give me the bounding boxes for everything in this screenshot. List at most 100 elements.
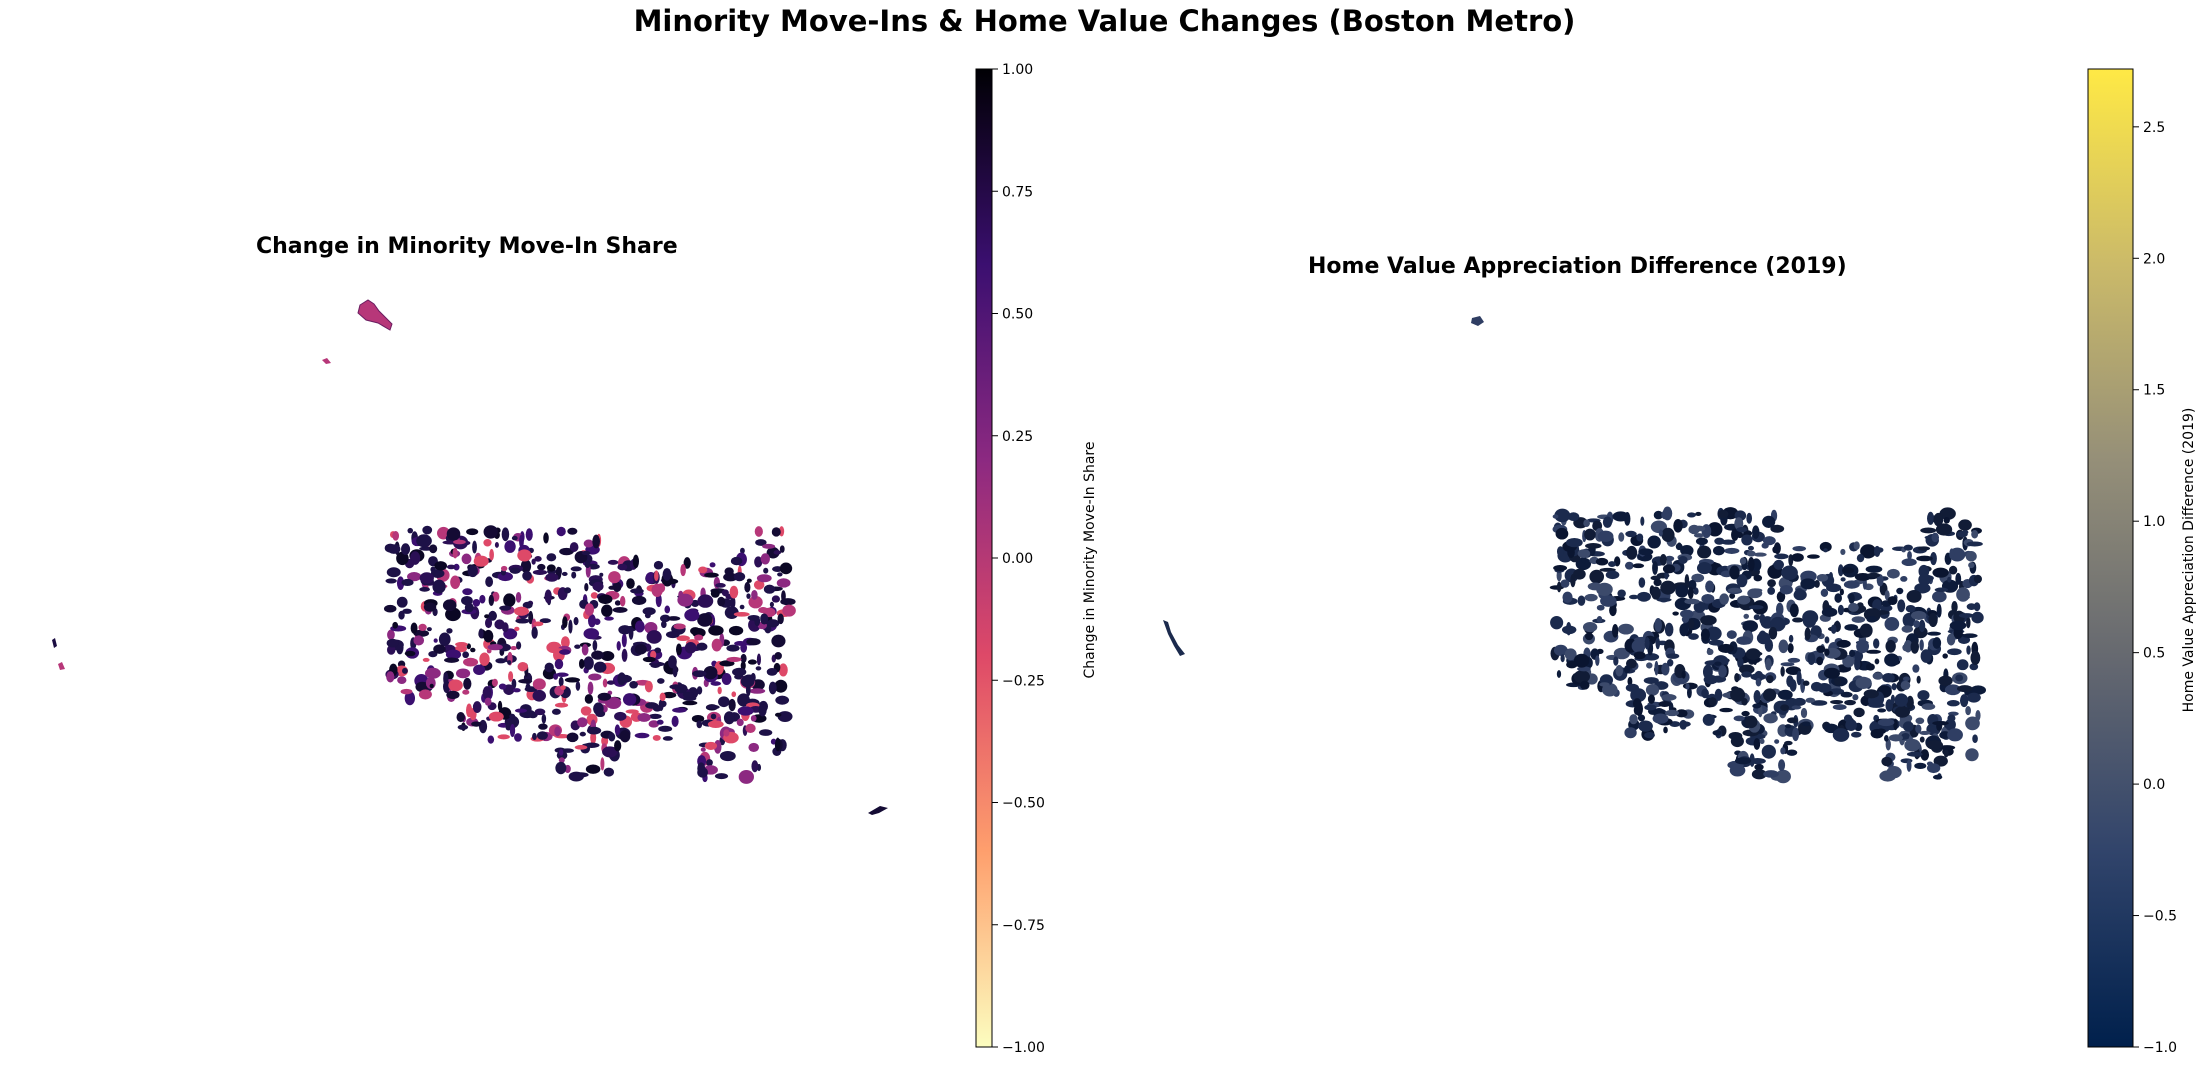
- right-map-tract: [1849, 649, 1856, 658]
- left-map-tract: [392, 621, 399, 629]
- left-map-tract: [577, 717, 588, 728]
- left-map-tract: [697, 613, 713, 627]
- right-map-tract: [1645, 684, 1660, 696]
- right-map-tract: [1900, 575, 1908, 582]
- left-map-tract: [622, 693, 637, 706]
- right-map-tract: [1583, 519, 1590, 528]
- left-map-tract: [466, 528, 479, 536]
- left-map-tract: [532, 678, 546, 690]
- left-map-tract: [515, 618, 530, 624]
- right-map-tract: [1884, 653, 1900, 667]
- right-map-tract: [1824, 648, 1830, 656]
- right-map-tract: [1560, 579, 1570, 588]
- left-map: [52, 299, 888, 815]
- right-map-tract: [1652, 713, 1669, 724]
- left-map-tract: [428, 650, 438, 658]
- right-colorbar-tick-label: 1.5: [2143, 383, 2165, 399]
- right-map-tract: [1968, 562, 1975, 569]
- left-map-tract: [657, 678, 665, 684]
- right-map-tract: [1918, 619, 1926, 633]
- right-map-tract: [1780, 666, 1785, 677]
- right-map-tract: [1770, 524, 1785, 533]
- right-map-tract: [1926, 740, 1944, 750]
- left-map-tract: [383, 604, 397, 613]
- left-map-tract: [567, 527, 578, 535]
- left-map-tract: [749, 688, 766, 694]
- right-map-tract: [1943, 516, 1950, 524]
- right-map-tract: [1693, 587, 1699, 595]
- right-map-tract: [1666, 653, 1680, 659]
- left-map-tract: [662, 568, 672, 581]
- left-map-tract: [444, 657, 460, 663]
- right-map-tract: [1907, 550, 1912, 560]
- right-map-tract: [1596, 604, 1605, 611]
- right-map-tract: [1933, 755, 1948, 767]
- left-map-tract: [586, 726, 602, 735]
- right-map-tract: [1768, 626, 1778, 640]
- left-map-tract: [484, 614, 490, 619]
- left-map-tract: [478, 628, 484, 639]
- right-map-tract: [1906, 695, 1914, 710]
- left-map-tract: [558, 757, 565, 764]
- right-map-tract: [1553, 644, 1568, 656]
- left-map-tract: [754, 556, 763, 568]
- left-map-tract: [721, 673, 732, 686]
- left-map-tract: [514, 733, 522, 742]
- right-map-tract: [1876, 728, 1886, 735]
- right-map-tract: [1865, 649, 1882, 654]
- left-map-tract: [777, 572, 783, 577]
- right-map-tract: [1589, 569, 1605, 584]
- left-map-tract: [462, 689, 470, 695]
- right-map-tract: [1748, 605, 1764, 610]
- left-map-tract: [729, 585, 739, 599]
- right-map-tract: [1752, 525, 1760, 539]
- right-map-tract: [1644, 637, 1650, 650]
- left-map-tract: [614, 724, 621, 736]
- left-map-tract: [714, 773, 729, 780]
- left-map-tract: [710, 681, 722, 686]
- left-map-tract: [517, 549, 532, 562]
- right-map-tract: [1958, 613, 1975, 618]
- right-map-tract: [1901, 558, 1917, 567]
- right-map-tract: [1926, 761, 1933, 766]
- left-map-tract: [450, 575, 461, 589]
- left-map-tract: [635, 620, 645, 633]
- right-map-tract: [1780, 747, 1786, 755]
- right-map-tract: [1823, 667, 1840, 679]
- right-map-tract: [1638, 577, 1646, 588]
- right-map-tract: [1596, 582, 1613, 596]
- right-map-tract: [1971, 530, 1979, 539]
- left-colorbar-tick-label: 1.00: [1002, 62, 1033, 78]
- right-map-tract: [1756, 632, 1771, 645]
- right-map-tract: [1741, 671, 1752, 678]
- left-map-tract: [629, 681, 638, 689]
- right-map-tract: [1719, 593, 1729, 605]
- right-map-tract: [1613, 647, 1630, 660]
- right-map-tract: [1914, 762, 1927, 769]
- left-map-tract: [766, 619, 780, 628]
- right-map-tract: [1624, 561, 1634, 570]
- left-map-tract: [422, 657, 430, 662]
- left-map-tract: [407, 527, 414, 534]
- right-map-tract: [1823, 548, 1828, 553]
- left-map-tract: [555, 761, 567, 775]
- left-map-tract: [396, 551, 409, 566]
- left-map-tract: [404, 650, 416, 657]
- right-map-tract: [1747, 545, 1754, 551]
- right-map-tract: [1853, 541, 1860, 550]
- left-map-tract: [392, 531, 400, 541]
- left-map-tract: [544, 589, 552, 604]
- left-map-tract: [497, 700, 503, 712]
- left-map-tract: [697, 762, 706, 775]
- right-map-tract: [1966, 541, 1983, 547]
- right-map-tract: [1956, 587, 1970, 602]
- left-map-title: Change in Minority Move-In Share: [256, 234, 678, 259]
- left-map-tract: [661, 620, 667, 629]
- right-map-tract: [1726, 630, 1737, 639]
- right-map-tract: [1842, 567, 1855, 574]
- right-map-tract: [1712, 545, 1725, 556]
- right-map-tract: [1731, 528, 1739, 541]
- right-map-tract: [1570, 573, 1576, 588]
- right-map-tract: [1830, 699, 1844, 705]
- right-map-tract: [1695, 537, 1708, 546]
